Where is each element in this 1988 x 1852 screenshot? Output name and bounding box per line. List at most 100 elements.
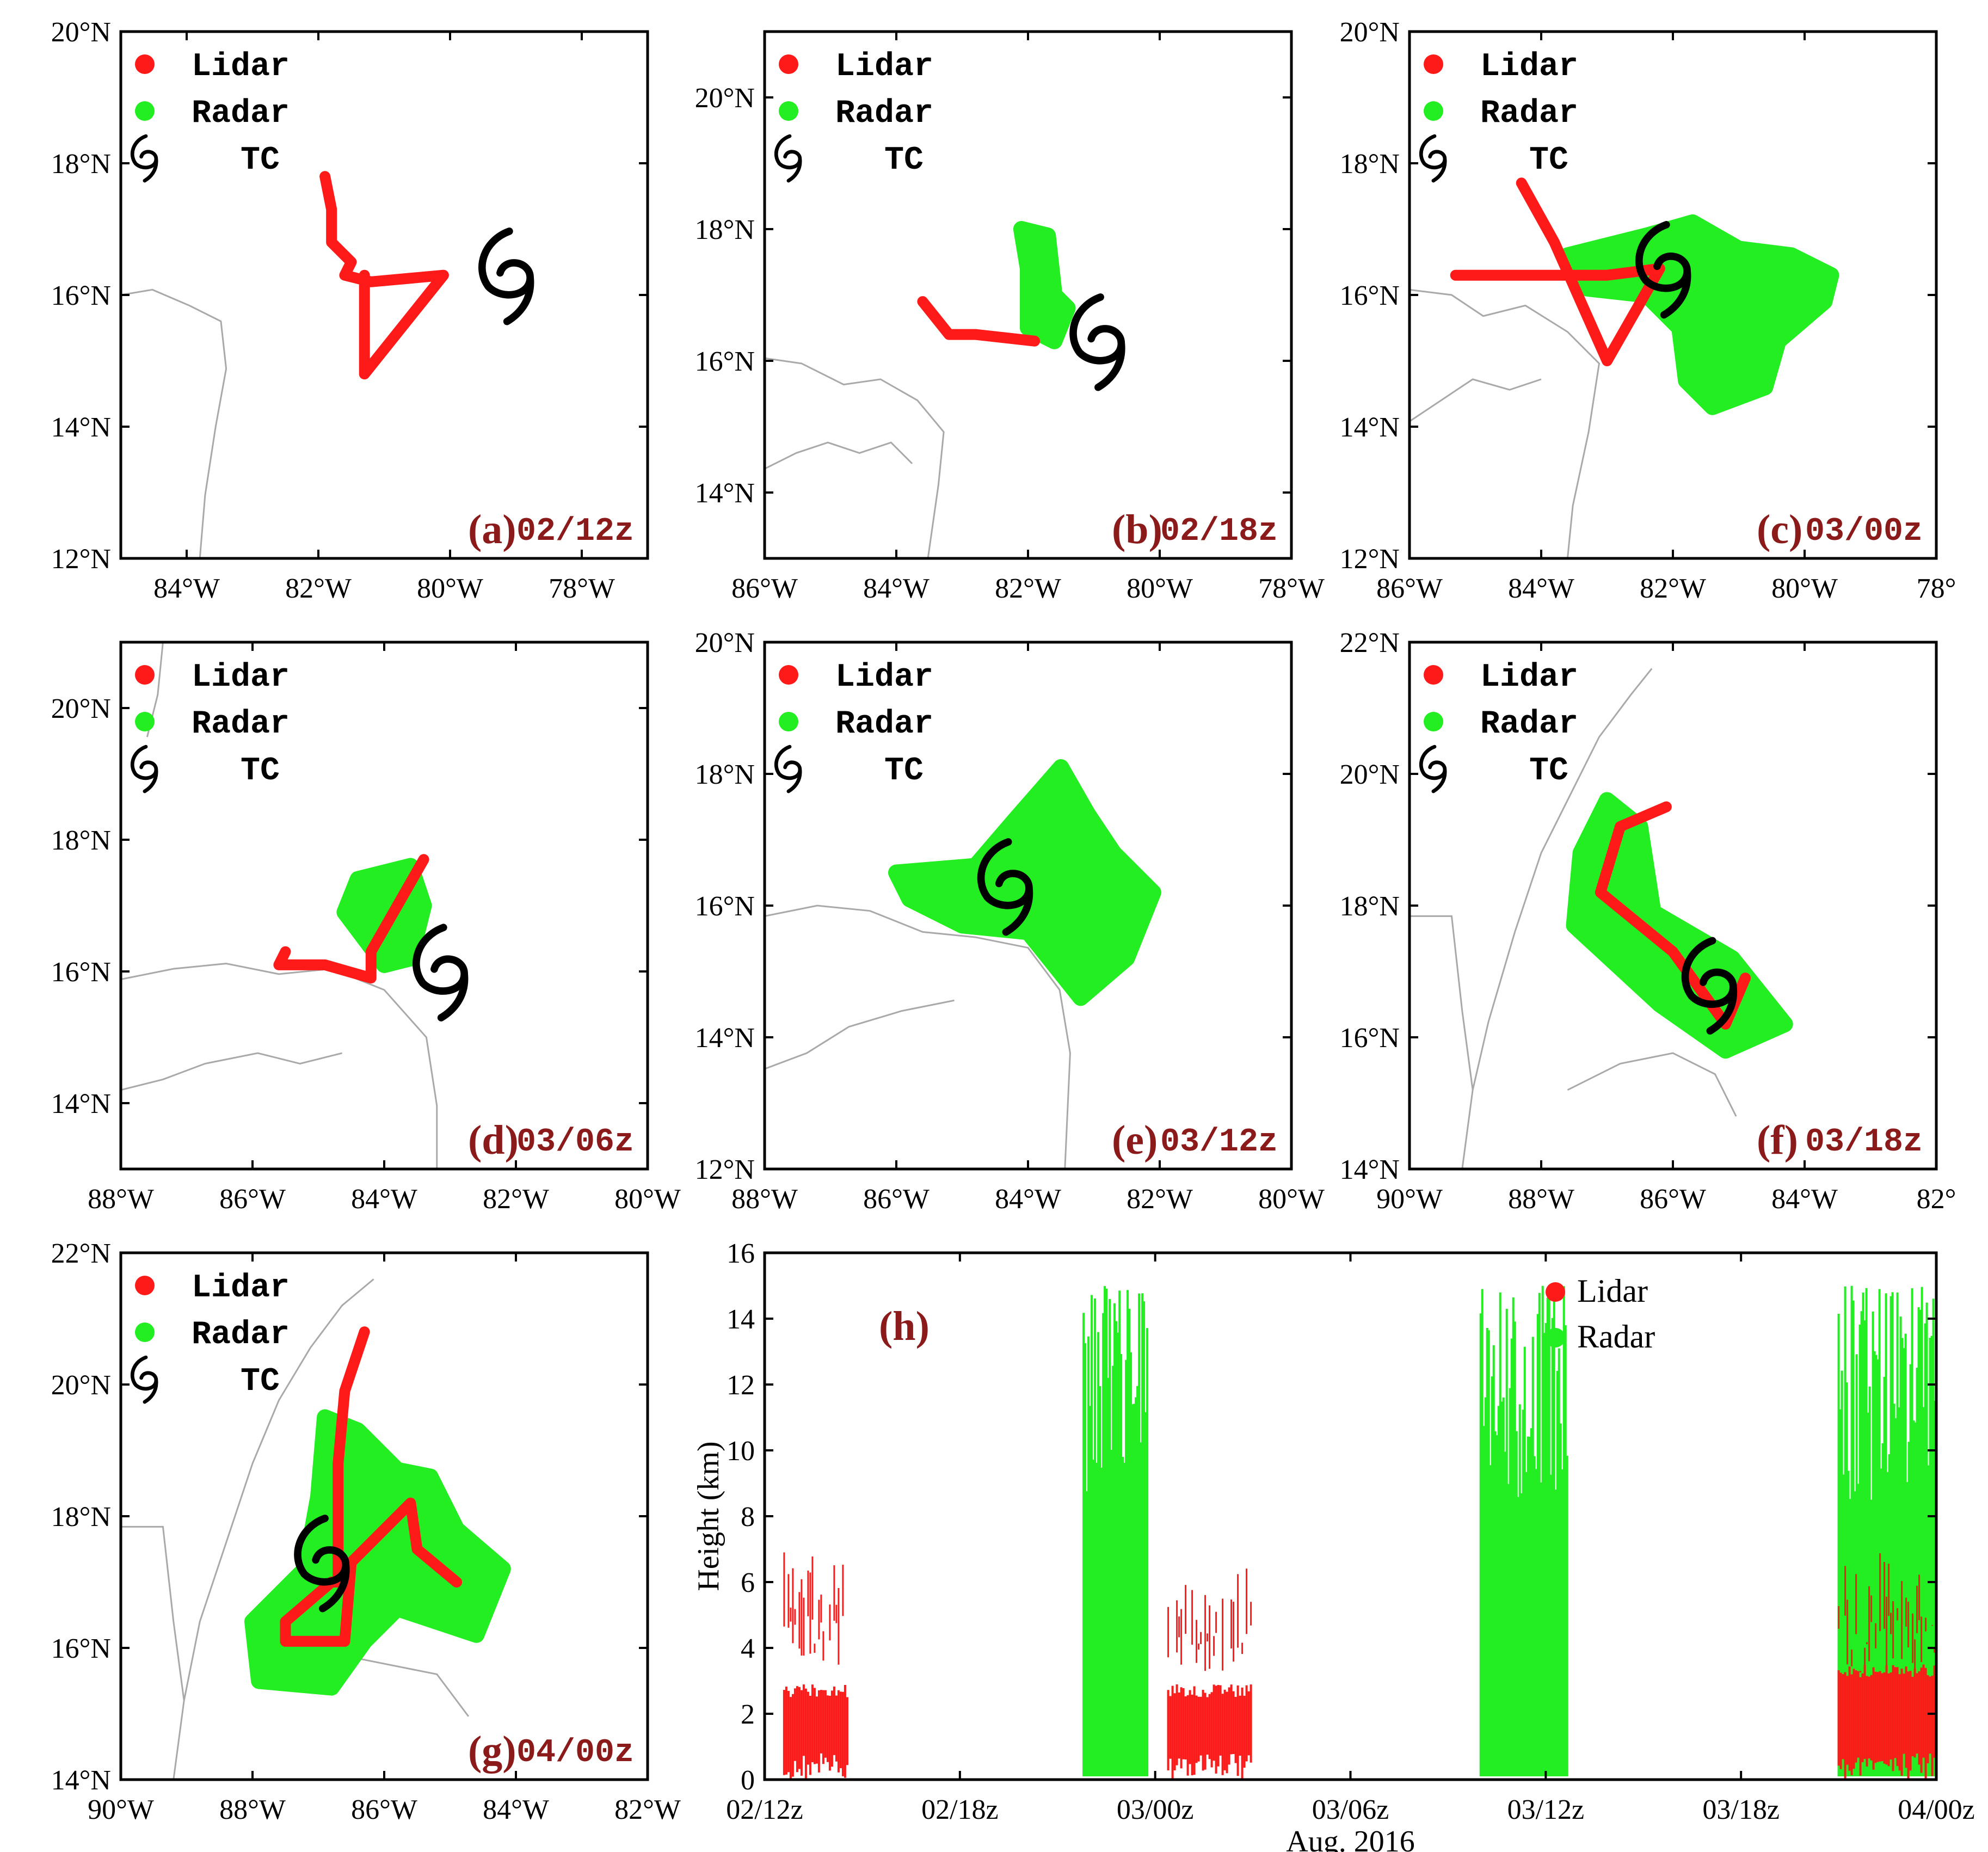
y-tick-label: 14°N bbox=[1340, 1154, 1400, 1185]
lidar-profile-block bbox=[783, 1552, 848, 1780]
y-tick-label: 16°N bbox=[1340, 280, 1400, 311]
tc-legend-label: TC bbox=[241, 142, 280, 179]
radar-profile-block bbox=[1082, 1286, 1149, 1776]
tc-center-icon bbox=[478, 227, 534, 325]
y-tick-label: 18°N bbox=[51, 1502, 111, 1533]
radar-legend-marker bbox=[779, 712, 798, 731]
x-tick-label: 82° bbox=[1917, 1184, 1956, 1215]
lidar-legend-marker bbox=[779, 54, 798, 74]
coastline bbox=[121, 1525, 185, 1701]
panel-f-time: 03/18z bbox=[1805, 1124, 1923, 1161]
x-tick-label: 86°W bbox=[863, 1184, 930, 1215]
radar-coverage bbox=[1013, 221, 1076, 349]
coastline bbox=[765, 357, 945, 558]
x-tick-label: 82°W bbox=[614, 1794, 681, 1825]
tc-center-icon bbox=[977, 838, 1033, 936]
y-tick-label: 10 bbox=[727, 1436, 755, 1467]
x-tick-label: 82°W bbox=[995, 573, 1061, 604]
radar-legend-label: Radar bbox=[1480, 706, 1578, 743]
lidar-legend-marker bbox=[1546, 1282, 1565, 1302]
x-tick-label: 88°W bbox=[219, 1794, 286, 1825]
tc-legend-label: TC bbox=[241, 753, 280, 790]
panel-d: 88°W 86°W 84°W 82°W 80°W 14°N 16°N 18°N 20°N Lida… bbox=[51, 641, 681, 1215]
x-tick-label: 86°W bbox=[351, 1794, 417, 1825]
x-tick-label: 78°W bbox=[1258, 573, 1325, 604]
panel-a-time: 02/12z bbox=[516, 513, 634, 550]
tc-legend-label: TC bbox=[884, 142, 924, 179]
tc-legend-icon bbox=[130, 1355, 158, 1404]
tc-legend-label: TC bbox=[884, 753, 924, 790]
lidar-track bbox=[1450, 177, 1665, 366]
coastline bbox=[1461, 668, 1653, 1169]
radar-legend-label: Radar bbox=[835, 95, 933, 132]
panel-c: 86°W 84°W 82°W 80°W 78° 12°N 14°N 16°N 18°N 20°N L… bbox=[1340, 17, 1956, 604]
radar-legend-marker bbox=[135, 101, 155, 121]
panel-a-plot-area bbox=[121, 171, 534, 558]
radar-legend-marker bbox=[779, 101, 798, 121]
x-tick-label: 84°W bbox=[863, 573, 930, 604]
x-tick-label: 78°W bbox=[549, 573, 615, 604]
x-tick-label: 03/12z bbox=[1507, 1794, 1585, 1825]
x-tick-label: 03/00z bbox=[1117, 1794, 1194, 1825]
tc-legend-icon bbox=[1419, 134, 1447, 183]
y-tick-label: 14 bbox=[727, 1304, 755, 1335]
panel-f-plot-area bbox=[1410, 668, 1793, 1169]
lidar-legend-label: Lidar bbox=[192, 48, 290, 85]
tc-legend-icon bbox=[1419, 745, 1447, 793]
y-tick-label: 2 bbox=[741, 1699, 755, 1730]
y-tick-label: 16°N bbox=[51, 957, 111, 988]
x-tick-label: 88°W bbox=[731, 1184, 798, 1215]
lidar-legend-label: Lidar bbox=[192, 659, 290, 696]
y-tick-label: 20°N bbox=[695, 83, 755, 114]
lidar-legend-label: Lidar bbox=[835, 48, 933, 85]
x-tick-label: 80°W bbox=[1258, 1184, 1325, 1215]
panel-h-label: (h) bbox=[879, 1303, 930, 1349]
lidar-legend-marker bbox=[779, 665, 798, 685]
x-tick-label: 80°W bbox=[614, 1184, 681, 1215]
panel-g-plot-area bbox=[121, 1278, 511, 1780]
x-tick-label: 84°W bbox=[483, 1794, 549, 1825]
y-tick-label: 18°N bbox=[695, 214, 755, 245]
y-tick-label: 12°N bbox=[695, 1154, 755, 1185]
y-tick-label: 20°N bbox=[51, 693, 111, 724]
lidar-legend-marker bbox=[135, 1276, 155, 1295]
x-tick-label: 90°W bbox=[88, 1794, 154, 1825]
y-tick-label: 20°N bbox=[1340, 17, 1400, 48]
radar-legend-marker bbox=[135, 712, 155, 731]
y-tick-label: 18°N bbox=[1340, 891, 1400, 922]
panels-layer: 84°W 82°W 80°W 78°W 12°N 14°N 16°N 18°N 20°N Lida… bbox=[51, 17, 1975, 1852]
panel-d-label: (d) bbox=[468, 1117, 519, 1163]
x-tick-label: 84°W bbox=[351, 1184, 417, 1215]
x-tick-label: 82°W bbox=[285, 573, 352, 604]
coastline bbox=[121, 962, 438, 1169]
panel-b-label: (b) bbox=[1112, 507, 1162, 552]
y-tick-label: 16°N bbox=[1340, 1023, 1400, 1054]
panel-e-label: (e) bbox=[1112, 1117, 1158, 1163]
tc-center-icon bbox=[1635, 221, 1691, 319]
radar-legend-marker bbox=[1424, 101, 1443, 121]
panel-a: 84°W 82°W 80°W 78°W 12°N 14°N 16°N 18°N 20°N Lida… bbox=[51, 17, 649, 604]
radar-legend-marker bbox=[1546, 1328, 1565, 1348]
coastline bbox=[765, 905, 1071, 1169]
panel-c-time: 03/00z bbox=[1805, 513, 1923, 550]
lidar-track bbox=[917, 296, 1041, 347]
x-tick-label: 80°W bbox=[417, 573, 483, 604]
radar-legend-marker bbox=[135, 1322, 155, 1342]
tc-legend-label: TC bbox=[241, 1363, 280, 1400]
panel-f-label: (f) bbox=[1757, 1117, 1798, 1163]
radar-legend-label: Radar bbox=[1480, 95, 1578, 132]
y-tick-label: 6 bbox=[741, 1567, 755, 1598]
y-tick-label: 16°N bbox=[51, 280, 111, 311]
panel-g-label: (g) bbox=[468, 1728, 516, 1774]
panel-e-time: 03/12z bbox=[1160, 1124, 1278, 1161]
x-tick-label: 84°W bbox=[153, 573, 220, 604]
lidar-legend-marker bbox=[1424, 54, 1443, 74]
y-tick-label: 14°N bbox=[51, 1765, 111, 1796]
x-tick-label: 80°W bbox=[1771, 573, 1838, 604]
x-tick-label: 86°W bbox=[731, 573, 798, 604]
panel-a-label: (a) bbox=[468, 507, 516, 552]
coastline bbox=[1410, 378, 1542, 422]
lidar-legend-label: Lidar bbox=[1480, 48, 1578, 85]
coastline bbox=[121, 288, 227, 558]
lidar-profile-block bbox=[1837, 1553, 1936, 1780]
